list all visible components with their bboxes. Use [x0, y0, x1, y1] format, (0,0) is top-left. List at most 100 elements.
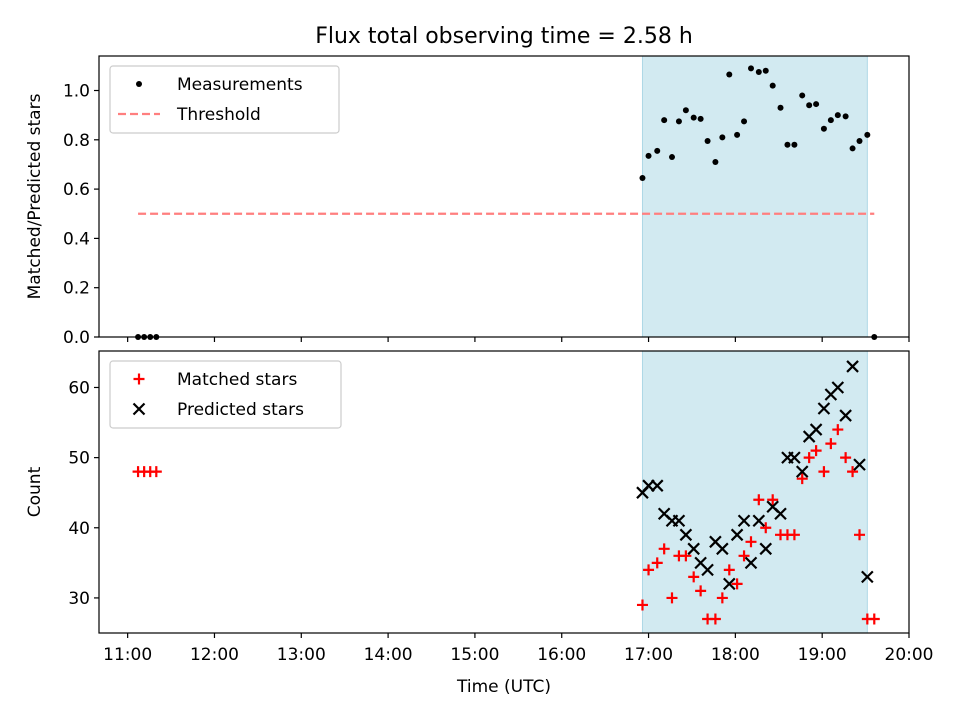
measurement-point: [784, 141, 791, 148]
predicted-star-point: [809, 423, 823, 436]
matched-star-point: [760, 522, 772, 534]
y-tick-label: 50: [68, 449, 90, 469]
matched-star-point: [825, 438, 837, 450]
legend-label: Matched stars: [177, 370, 297, 390]
matched-star-point: [840, 452, 852, 464]
matched-star-point: [680, 550, 692, 562]
matched-star-point: [738, 550, 750, 562]
matched-star-point: [643, 564, 655, 576]
x-axis-label: Time (UTC): [456, 677, 551, 697]
measurement-point: [682, 107, 689, 114]
x-tick-label: 13:00: [277, 645, 326, 665]
x-tick-label: 16:00: [537, 645, 586, 665]
matched-star-point: [832, 424, 844, 436]
predicted-star-point: [861, 570, 874, 584]
matched-star-point: [788, 529, 800, 541]
legend-label: Predicted stars: [177, 400, 304, 420]
y-tick-label: 0.6: [63, 180, 90, 200]
matched-star-point: [709, 613, 721, 625]
predicted-star-point: [679, 528, 693, 542]
measurement-point: [820, 125, 827, 132]
measurement-point: [726, 71, 733, 78]
predicted-star-point: [730, 528, 744, 542]
predicted-star-point: [846, 360, 859, 373]
axes-frame: [98, 55, 910, 338]
measurement-point: [856, 138, 863, 145]
measurement-point: [639, 175, 646, 182]
matched-star-point: [810, 445, 822, 457]
figure-title: Flux total observing time = 2.58 h: [315, 24, 693, 49]
matched-star-point: [803, 452, 815, 464]
measurement-point: [697, 115, 704, 122]
legend-frame: [109, 360, 342, 429]
matched-star-point: [723, 564, 735, 576]
x-tick-label: 19:00: [798, 645, 847, 665]
matched-star-point: [868, 613, 880, 625]
y-axis-label: Matched/Predicted stars: [25, 93, 45, 299]
measurement-point: [864, 131, 871, 138]
predicted-star-point: [853, 458, 866, 471]
measurement-point: [849, 145, 856, 152]
axes-frame: [98, 350, 910, 634]
y-tick-label: 0.0: [63, 328, 90, 348]
x-tick-label: 12:00: [190, 645, 239, 665]
observing-span: [641, 55, 868, 338]
matched-star-point: [818, 466, 830, 478]
measurement-point: [734, 131, 741, 138]
y-tick-label: 1.0: [63, 82, 90, 102]
x-tick-label: 14:00: [364, 645, 413, 665]
predicted-star-point: [831, 381, 845, 394]
predicted-star-point: [774, 507, 787, 521]
x-tick-label: 15:00: [450, 645, 499, 665]
matched-star-point: [847, 466, 859, 478]
legend-label: Measurements: [177, 75, 303, 95]
x-tick-label: 11:00: [103, 645, 152, 665]
y-axis-label: Count: [25, 466, 45, 517]
measurement-point: [842, 113, 849, 120]
legend-dot-marker: [136, 81, 142, 87]
measurement-point: [704, 138, 711, 145]
matched-star-point: [745, 536, 757, 548]
predicted-star-point: [716, 542, 729, 556]
top-axes: 0.0 0.2 0.4 0.6 0.8 1.0 Matched/Predicted star…: [25, 55, 910, 348]
predicted-star-point: [737, 514, 751, 528]
y-tick-label: 30: [68, 589, 90, 609]
matched-star-point: [716, 592, 728, 604]
x-tick-label: 17:00: [624, 645, 673, 665]
matched-star-point: [753, 494, 765, 506]
measurement-point: [712, 158, 719, 165]
measurement-point: [690, 114, 697, 121]
y-tick-label: 0.4: [63, 229, 90, 249]
measurement-point: [741, 118, 748, 125]
measurement-point: [762, 67, 769, 74]
predicted-star-point: [672, 514, 686, 528]
legend-plus-marker: [133, 373, 145, 385]
y-tick-label: 40: [68, 519, 90, 539]
matched-star-point: [731, 578, 743, 590]
matched-star-point: [854, 529, 866, 541]
bottom-axes: 30 40 50 60 11:00 12:00 13:00 14:00 15:00 16:00 17…: [25, 350, 934, 697]
measurement-point: [747, 65, 754, 72]
legend: Matched stars Predicted stars: [109, 360, 342, 429]
predicted-star-point: [723, 577, 736, 591]
legend: Measurements Threshold: [109, 65, 340, 134]
measurement-point: [675, 118, 682, 125]
measurement-point: [777, 104, 784, 111]
y-tick-label: 0.2: [63, 279, 90, 299]
legend-x-marker: [132, 402, 146, 416]
predicted-star-point: [687, 542, 700, 556]
measurement-point: [769, 82, 776, 89]
measurement-point: [799, 92, 806, 99]
measurement-point: [791, 141, 798, 148]
matched-star-point: [688, 571, 700, 583]
matched-star-point: [796, 473, 808, 485]
measurement-point: [661, 117, 668, 124]
predicted-star-point: [759, 542, 773, 556]
measurement-point: [755, 69, 762, 76]
matched-star-point: [150, 466, 162, 478]
predicted-star-point: [788, 451, 801, 464]
measurement-point: [813, 101, 820, 108]
predicted-star-point: [752, 514, 766, 528]
predicted-star-point: [839, 409, 852, 422]
